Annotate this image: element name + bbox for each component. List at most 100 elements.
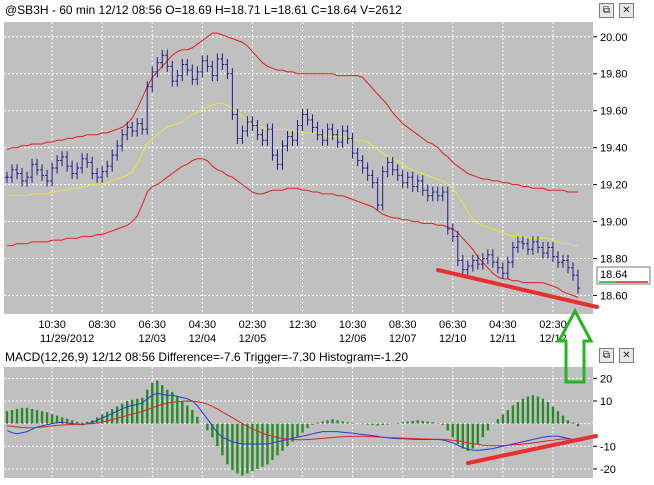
price-bar [235,108,240,144]
price-bar [100,166,105,183]
price-bar [520,236,525,250]
price-bar [240,125,245,144]
price-bar [125,121,130,141]
price-bar [345,125,350,144]
price-bars [5,49,580,294]
close-icon: ✕ [622,5,631,16]
macd-y-tick-label: 10 [600,396,612,408]
macd-y-tick-label: -20 [600,464,616,476]
date-label: 12/11 [490,333,517,345]
time-label: 10:30 [339,319,367,331]
macd-y-tick-label: -10 [600,441,616,453]
price-y-tick-label: 19.60 [600,106,628,118]
price-bar [565,254,570,274]
price-bar [135,118,140,137]
price-bar [180,58,185,82]
price-bar [85,153,90,168]
price-bar [90,156,95,180]
price-bar [350,132,355,159]
price-bar [45,169,50,187]
time-label: 08:30 [389,319,417,331]
macd-restore-button[interactable]: ⧉ [599,348,614,363]
price-bar [70,160,75,180]
price-bar [150,66,155,93]
restore-icon: ⧉ [602,350,611,361]
time-label: 02:30 [239,319,267,331]
price-bar [155,57,160,78]
price-bar [95,168,100,183]
price-bar [485,249,490,265]
price-bar [35,158,40,176]
price-bar [500,262,505,279]
time-label: 10:30 [38,319,66,331]
macd-divergence-trendline [466,434,598,465]
price-bar [30,158,35,183]
price-bar [325,123,330,146]
time-label: 02:30 [539,319,567,331]
price-bar [530,236,535,255]
last-price-marker: 18.64 [596,266,651,285]
price-bar [20,168,25,187]
price-bar [110,149,115,172]
price-bar [280,140,285,170]
restore-button[interactable]: ⧉ [599,3,614,18]
price-bar [445,186,450,235]
price-bar [220,53,225,71]
price-bar [380,166,385,211]
price-bar [120,129,125,152]
price-bar [50,162,55,187]
date-label: 12/04 [189,333,217,345]
price-bar [535,236,540,254]
price-bar [295,119,300,146]
date-label: 12/05 [239,333,267,345]
price-bar [320,129,325,146]
macd-difference-line [6,392,579,451]
time-label: 04:30 [489,319,517,331]
price-bar [170,60,175,87]
price-bar [215,53,220,82]
price-bar [225,58,230,80]
price-bar [385,156,390,178]
price-bar [190,64,195,85]
price-bar [430,186,435,202]
macd-panel[interactable] [4,367,598,478]
price-time-grid [51,22,554,314]
price-y-tick-label: 19.80 [600,69,628,81]
price-bar [420,175,425,196]
price-bar [375,177,380,211]
price-bar [160,49,165,69]
close-button[interactable]: ✕ [619,3,634,18]
price-bar [435,186,440,202]
price-bar [360,155,365,174]
price-bar [130,121,135,137]
price-bar [355,147,360,167]
macd-trigger-line [6,400,579,447]
price-y-tick-label: 19.40 [600,143,628,155]
date-label: 12/06 [339,333,367,345]
price-panel[interactable] [4,22,599,314]
price-bar [505,256,510,279]
macd-y-axis: 20 10 -10 -20 [593,373,616,476]
time-label: 06:30 [439,319,467,331]
price-y-tick-label: 18.80 [600,254,628,266]
price-bar [10,164,15,183]
macd-histogram [5,380,580,476]
macd-close-button[interactable]: ✕ [619,348,634,363]
price-bar [250,116,255,132]
price-bar [495,256,500,274]
date-label: 12/03 [138,333,166,345]
macd-y-tick-label: 20 [600,373,612,385]
price-bar [40,164,45,181]
price-y-tick-label: 20.00 [600,32,628,44]
price-bar [510,241,515,268]
price-bar [230,68,235,120]
price-bar [515,236,520,254]
price-bar [60,151,65,167]
price-bar [195,66,200,85]
price-y-tick-label: 19.00 [600,217,628,229]
time-label: 06:30 [138,319,166,331]
price-bar [55,155,60,174]
price-bar [105,160,110,178]
restore-icon: ⧉ [602,5,611,16]
